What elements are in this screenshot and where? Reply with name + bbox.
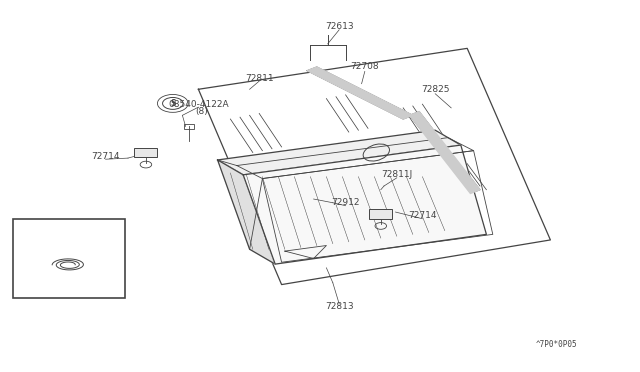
Text: 08540-4122A: 08540-4122A <box>168 100 228 109</box>
Text: 72813: 72813 <box>325 302 353 311</box>
Polygon shape <box>410 112 480 193</box>
Text: S: S <box>170 99 175 108</box>
Text: 72811J: 72811J <box>381 170 412 179</box>
Text: 72912: 72912 <box>332 198 360 207</box>
Bar <box>184 124 194 129</box>
Text: 72613: 72613 <box>325 22 353 31</box>
Polygon shape <box>307 67 413 119</box>
Bar <box>134 148 157 157</box>
Text: 72714: 72714 <box>92 152 120 161</box>
Bar <box>13 219 125 298</box>
Text: ^7P0*0P05: ^7P0*0P05 <box>536 340 578 349</box>
Text: 72825: 72825 <box>421 85 449 94</box>
Text: 72714: 72714 <box>408 211 436 220</box>
Text: (8): (8) <box>195 107 208 116</box>
Polygon shape <box>218 160 275 264</box>
Polygon shape <box>218 130 461 175</box>
Bar <box>369 209 392 219</box>
Text: 72708: 72708 <box>351 62 379 71</box>
Text: 72811: 72811 <box>245 74 273 83</box>
Polygon shape <box>243 145 486 264</box>
Text: 72616: 72616 <box>44 256 72 265</box>
